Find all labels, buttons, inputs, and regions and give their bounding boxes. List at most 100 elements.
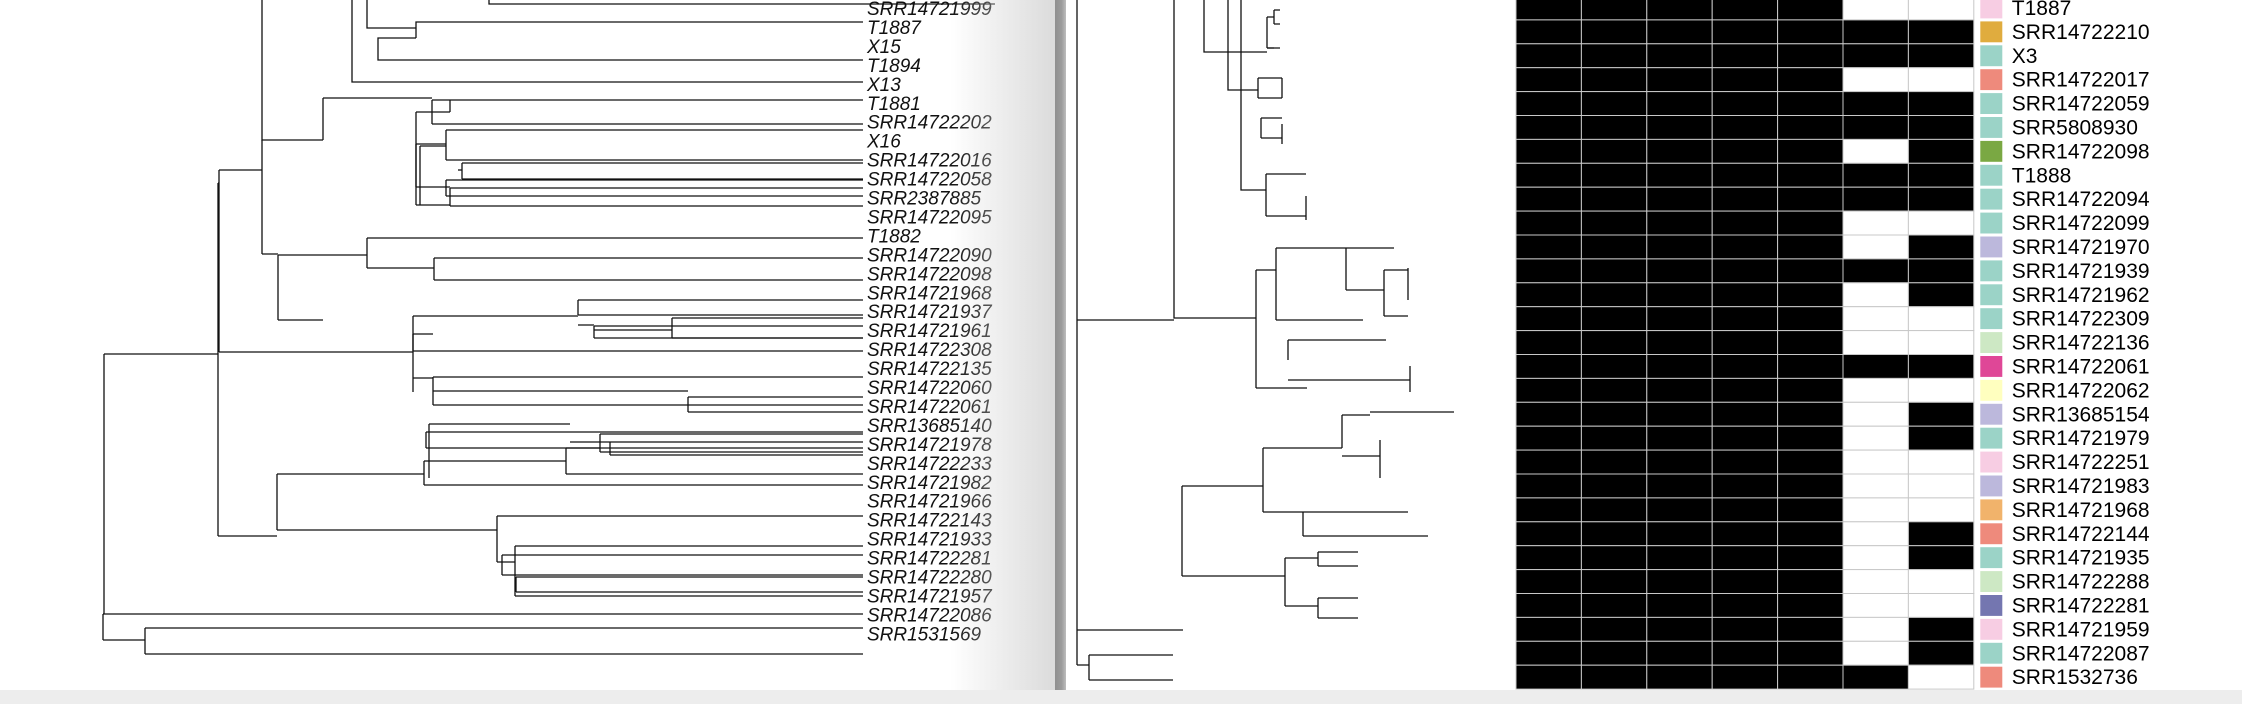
- heatmap-cell: [1646, 521, 1713, 547]
- group-color-swatch: [1979, 163, 2004, 187]
- heatmap-cell: [1515, 186, 1582, 212]
- heatmap-cell: [1842, 162, 1909, 188]
- heatmap-cell: [1777, 67, 1844, 93]
- heatmap-cell: [1907, 234, 1975, 260]
- heatmap-row-label: T1887: [2012, 0, 2072, 20]
- heatmap-cell: [1842, 449, 1909, 475]
- heatmap-cell: [1842, 138, 1909, 164]
- heatmap-cell: [1711, 186, 1779, 212]
- heatmap-cell: [1907, 19, 1975, 45]
- heatmap-cell: [1777, 473, 1844, 499]
- heatmap-cell: [1777, 377, 1844, 403]
- heatmap-cell: [1580, 377, 1648, 403]
- heatmap-cell: [1907, 664, 1975, 690]
- heatmap-cell: [1711, 19, 1779, 45]
- group-color-swatch: [1979, 44, 2004, 68]
- heatmap-cell: [1580, 234, 1648, 260]
- heatmap-cell: [1907, 210, 1975, 236]
- heatmap-cell: [1711, 545, 1779, 571]
- heatmap-cell: [1580, 330, 1648, 356]
- heatmap-cell: [1711, 138, 1779, 164]
- heatmap-cell: [1646, 545, 1713, 571]
- group-color-swatch: [1979, 474, 2004, 498]
- heatmap-cell: [1842, 330, 1909, 356]
- heatmap-cell: [1646, 664, 1713, 690]
- heatmap-cell: [1907, 0, 1975, 21]
- heatmap-cell: [1580, 449, 1648, 475]
- heatmap-cell: [1907, 521, 1975, 547]
- heatmap-row-label: SRR14722059: [2012, 93, 2150, 116]
- heatmap-cell: [1907, 401, 1975, 427]
- heatmap-cell: [1842, 186, 1909, 212]
- heatmap-cell: [1777, 19, 1844, 45]
- heatmap-cell: [1646, 330, 1713, 356]
- group-color-swatch: [1979, 617, 2004, 641]
- heatmap-cell: [1515, 569, 1582, 594]
- heatmap-cell: [1777, 593, 1844, 618]
- heatmap-cell: [1646, 306, 1713, 332]
- heatmap-cell: [1907, 377, 1975, 403]
- tip-label: T1881: [867, 94, 921, 115]
- heatmap-row-label: SRR14721962: [2012, 284, 2150, 307]
- group-color-swatch: [1979, 378, 2004, 402]
- group-color-swatch: [1979, 211, 2004, 235]
- heatmap-cell: [1711, 616, 1779, 642]
- heatmap-cell: [1580, 497, 1648, 523]
- heatmap-cell: [1842, 234, 1909, 260]
- heatmap-cell: [1842, 258, 1909, 284]
- heatmap-cell: [1515, 330, 1582, 356]
- heatmap-row-label: SRR14721970: [2012, 236, 2150, 259]
- heatmap-cell: [1711, 377, 1779, 403]
- heatmap-row-label: SRR14721939: [2012, 260, 2150, 283]
- heatmap-cell: [1711, 425, 1779, 451]
- group-color-swatch: [1979, 546, 2004, 570]
- heatmap-cell: [1777, 234, 1844, 260]
- heatmap-row-label: SRR14722144: [2012, 523, 2150, 546]
- heatmap-cell: [1646, 569, 1713, 594]
- heatmap-row-label: SRR14722094: [2012, 188, 2150, 211]
- heatmap-cell: [1842, 401, 1909, 427]
- heatmap-cell: [1711, 91, 1779, 116]
- heatmap-cell: [1580, 616, 1648, 642]
- heatmap-cell: [1515, 138, 1582, 164]
- heatmap-cell: [1580, 306, 1648, 332]
- heatmap-cell: [1646, 43, 1713, 69]
- page-edge-shadow: [950, 0, 1055, 704]
- heatmap-cell: [1777, 210, 1844, 236]
- left-page: SRR14721999 T1887 X15 T1894 X13 T1881 SRR14722…: [0, 0, 1055, 704]
- heatmap-cell: [1580, 473, 1648, 499]
- heatmap-row-label: SRR14722099: [2012, 212, 2150, 235]
- heatmap-cell: [1711, 115, 1779, 140]
- heatmap-cell: [1777, 354, 1844, 379]
- heatmap-cell: [1711, 234, 1779, 260]
- heatmap-cell: [1711, 306, 1779, 332]
- group-color-swatch: [1979, 116, 2004, 139]
- heatmap-cell: [1711, 569, 1779, 594]
- heatmap-cell: [1515, 306, 1582, 332]
- heatmap-row-label: SRR14722061: [2012, 356, 2150, 379]
- book-gutter: [1055, 0, 1066, 704]
- heatmap-cell: [1646, 401, 1713, 427]
- heatmap-cell: [1842, 115, 1909, 140]
- heatmap-row-label: SRR1532736: [2012, 666, 2138, 689]
- heatmap-cell: [1777, 162, 1844, 188]
- heatmap-cell: [1515, 616, 1582, 642]
- heatmap-row-label: SRR14721968: [2012, 499, 2150, 522]
- left-phylogenetic-tree: SRR14721999T1887X15T1894X13T1881SRR14722…: [102, 0, 995, 655]
- heatmap-cell: [1907, 616, 1975, 642]
- heatmap-cell: [1515, 282, 1582, 308]
- heatmap-cell: [1580, 569, 1648, 594]
- heatmap-cell: [1515, 640, 1582, 666]
- heatmap-cell: [1907, 162, 1975, 188]
- heatmap-cell: [1842, 377, 1909, 403]
- heatmap-cell: [1515, 43, 1582, 69]
- heatmap-row-label: SRR14722210: [2012, 21, 2150, 44]
- heatmap: [1515, 0, 1975, 690]
- group-color-swatch: [1979, 450, 2004, 474]
- heatmap-cell: [1646, 0, 1713, 21]
- heatmap-cell: [1515, 258, 1582, 284]
- heatmap-cell: [1580, 664, 1648, 690]
- heatmap-cell: [1711, 497, 1779, 523]
- heatmap-cell: [1515, 67, 1582, 93]
- heatmap-cell: [1515, 449, 1582, 475]
